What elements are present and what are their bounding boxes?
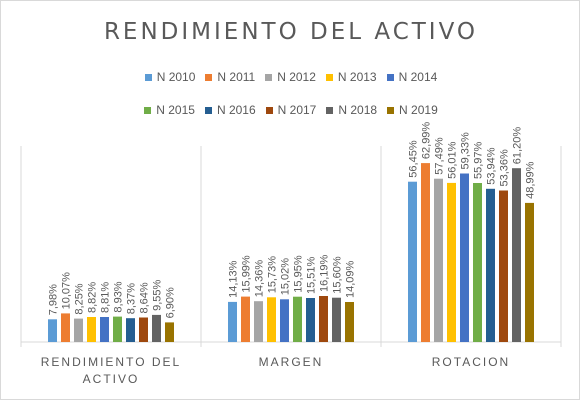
bar	[512, 168, 521, 342]
bar	[486, 188, 495, 342]
bar	[126, 318, 135, 342]
data-label: 16,19%	[319, 254, 331, 292]
legend-item: N 2010	[144, 70, 196, 84]
legend-label: N 2016	[216, 103, 256, 117]
legend-item: N 2013	[325, 70, 377, 84]
data-label: 57,49%	[434, 137, 446, 175]
legend-swatch	[265, 73, 273, 81]
bar	[280, 299, 289, 342]
data-label: 55,97%	[473, 141, 485, 179]
legend-item: N 2011	[205, 70, 255, 84]
legend-label: N 2015	[156, 103, 195, 117]
data-label: 14,13%	[228, 260, 240, 298]
legend-swatch	[326, 106, 334, 114]
bar	[319, 296, 328, 342]
legend-item: N 2019	[387, 103, 438, 117]
bar	[61, 313, 70, 342]
bar	[408, 181, 417, 342]
legend-swatch	[387, 106, 395, 114]
bar	[293, 296, 302, 342]
data-label: 8,82%	[87, 282, 99, 313]
bar	[254, 301, 263, 342]
data-label: 8,64%	[139, 282, 151, 313]
category-label: ROTACION	[431, 355, 511, 369]
bar	[152, 314, 161, 342]
legend-item: N 2016	[204, 103, 256, 117]
data-label: 15,73%	[267, 256, 279, 294]
bar	[100, 317, 109, 342]
bar	[113, 316, 122, 342]
legend-item: N 2012	[265, 70, 316, 84]
data-label: 53,36%	[499, 149, 511, 187]
legend-label: N 2014	[398, 70, 438, 84]
bar	[447, 182, 456, 342]
bar	[306, 298, 315, 342]
data-label: 15,51%	[306, 256, 318, 294]
legend-swatch	[386, 73, 394, 81]
data-label: 48,99%	[525, 161, 537, 199]
legend-item: N 2014	[386, 70, 438, 84]
legend-swatch	[204, 106, 212, 114]
legend-label: N 2010	[156, 70, 196, 84]
data-label: 6,90%	[165, 287, 177, 318]
legend-item: N 2015	[144, 103, 195, 117]
bar	[345, 302, 354, 342]
bar	[473, 183, 482, 342]
data-label: 61,20%	[512, 127, 524, 165]
data-label: 8,93%	[113, 281, 125, 312]
bar	[165, 322, 174, 342]
data-label: 14,09%	[345, 260, 357, 298]
bar	[460, 173, 469, 342]
bar	[525, 202, 534, 342]
data-label: 8,81%	[100, 282, 112, 313]
bar	[267, 297, 276, 342]
legend-label: N 2013	[337, 70, 377, 84]
data-label: 10,07%	[61, 272, 73, 310]
legend-label: N 2019	[399, 103, 438, 117]
category-label: MARGEN	[258, 355, 324, 369]
data-label: 56,01%	[447, 141, 459, 179]
bar	[434, 178, 443, 342]
legend-swatch	[144, 73, 152, 81]
bar	[332, 297, 341, 342]
data-label: 14,36%	[254, 260, 266, 298]
legend-swatch	[205, 73, 213, 81]
data-label: 7,98%	[48, 284, 60, 315]
legend-label: N 2017	[277, 103, 317, 117]
data-label: 62,99%	[421, 122, 433, 160]
bar	[228, 301, 237, 342]
legend-item: N 2017	[265, 103, 317, 117]
category-label: RENDIMIENTO DEL ACTIVO	[40, 355, 182, 386]
bar	[241, 296, 250, 342]
legend-swatch	[265, 106, 273, 114]
bar	[87, 317, 96, 342]
legend-swatch	[325, 73, 333, 81]
bar	[499, 190, 508, 342]
data-label: 15,02%	[280, 258, 292, 296]
legend-row: N 2015 N 2016 N 2017 N 2018 N 2019	[1, 103, 580, 117]
legend-row: N 2010 N 2011 N 2012 N 2013 N 2014	[1, 70, 580, 84]
legend-item: N 2018	[326, 103, 377, 117]
data-label: 15,60%	[332, 256, 344, 294]
data-label: 15,95%	[293, 255, 305, 293]
data-label: 8,37%	[126, 283, 138, 314]
legend-label: N 2012	[277, 70, 316, 84]
bar	[139, 317, 148, 342]
data-label: 15,99%	[241, 255, 253, 293]
legend-label: N 2011	[217, 70, 256, 84]
bar	[48, 319, 57, 342]
legend-swatch	[144, 106, 152, 114]
bar	[74, 318, 83, 342]
bar	[421, 163, 430, 342]
legend-label: N 2018	[338, 103, 378, 117]
data-label: 56,45%	[408, 140, 420, 178]
data-label: 9,55%	[152, 279, 164, 310]
data-label: 59,33%	[460, 132, 472, 170]
chart-title: RENDIMIENTO DEL ACTIVO	[103, 19, 479, 45]
data-label: 8,25%	[74, 283, 86, 314]
data-label: 53,94%	[486, 147, 498, 185]
